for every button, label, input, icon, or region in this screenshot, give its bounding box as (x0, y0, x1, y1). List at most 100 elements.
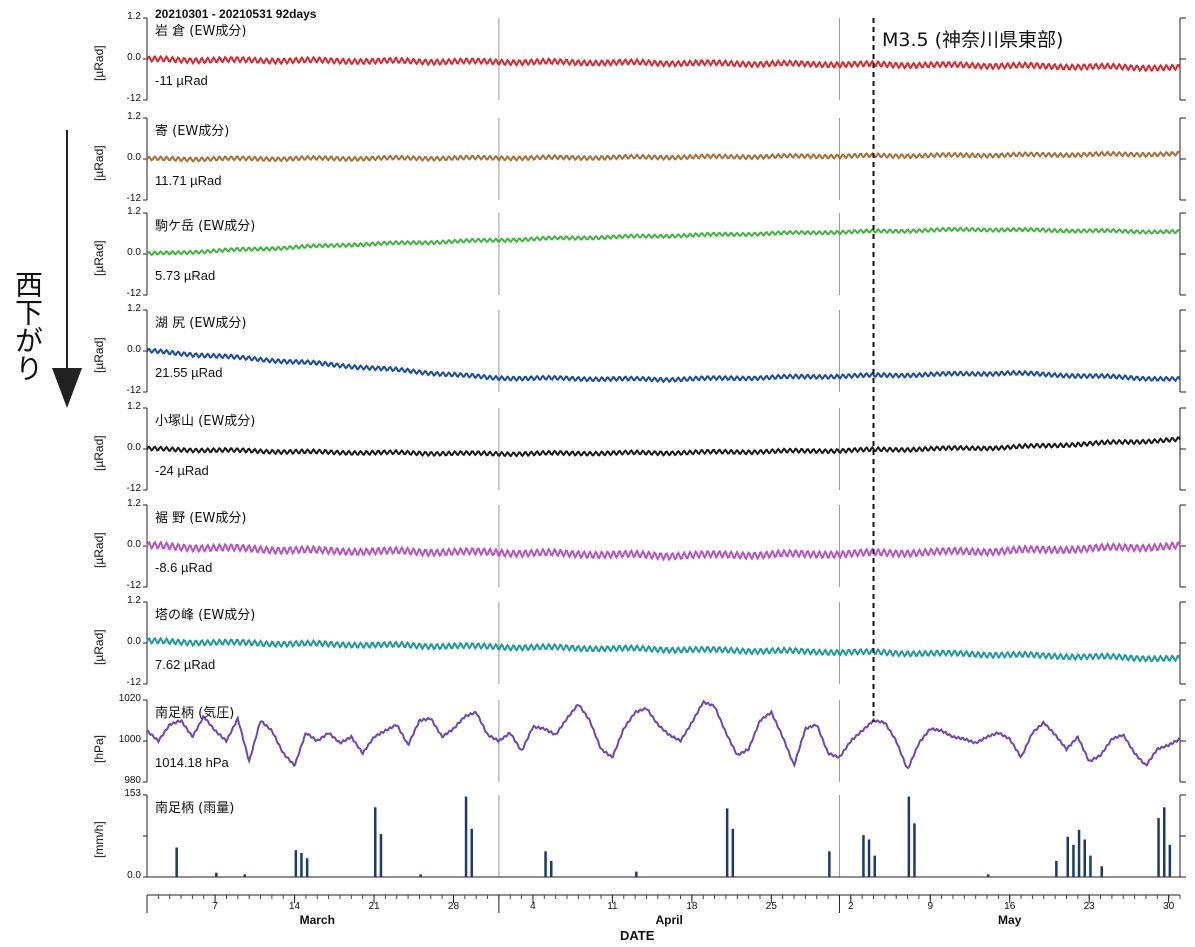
y-axis-label: [mm/h] (92, 821, 106, 858)
rain-bar (1083, 839, 1086, 877)
panel-title: 駒ケ岳 (EW成分) (155, 219, 256, 234)
rain-bar (873, 855, 876, 877)
y-tick-label: 980 (124, 775, 141, 786)
y-axis-label: [µRad] (92, 45, 106, 81)
x-tick-label: 9 (927, 901, 934, 912)
y-tick-label: 1.2 (127, 595, 141, 606)
rain-bar (243, 874, 246, 877)
y-tick-label: 0.0 (127, 247, 141, 258)
rain-bar (544, 851, 547, 877)
y-tick-label: 1.2 (127, 303, 141, 314)
y-tick-label: -12 (126, 93, 141, 104)
y-tick-label: 1.2 (127, 401, 141, 412)
rain-bar (175, 847, 178, 877)
rain-bar (1066, 836, 1069, 877)
x-tick-label: 21 (368, 901, 380, 912)
rain-bar (907, 796, 911, 877)
panel-5 (143, 407, 1186, 491)
y-tick-label: -12 (126, 483, 141, 494)
y-tick-label: 1.2 (127, 206, 141, 217)
panel-value: -11 µRad (155, 73, 208, 88)
month-label: May (998, 913, 1022, 927)
x-tick-label: 18 (686, 901, 698, 912)
side-label: 西下がり (11, 270, 44, 382)
rain-bar (731, 828, 735, 877)
y-tick-label: 0.0 (127, 870, 141, 881)
series-line (147, 699, 1181, 770)
rain-bar (1072, 844, 1075, 877)
month-label: April (655, 913, 683, 927)
y-tick-label: -12 (126, 193, 141, 204)
panel-value: -8.6 µRad (155, 560, 213, 575)
x-tick-label: 11 (607, 901, 618, 912)
rain-bar (550, 860, 553, 877)
rain-bar (987, 874, 990, 877)
y-axis-label: [µRad] (92, 240, 106, 276)
series-line (146, 150, 1181, 163)
y-tick-label: 153 (124, 788, 141, 799)
y-tick-label: 1.2 (127, 498, 141, 509)
panel-4 (143, 309, 1186, 393)
rain-bar (913, 823, 916, 877)
x-tick-label: 14 (289, 901, 301, 912)
rain-bar (419, 874, 422, 877)
x-tick-label: 16 (1004, 901, 1016, 912)
x-tick-label: 23 (1083, 901, 1095, 912)
rain-bar (725, 808, 729, 877)
series-line (146, 54, 1181, 73)
y-tick-label: 0.0 (127, 344, 141, 355)
panel-title: 南足柄 (雨量) (155, 801, 235, 816)
panel-value: 1014.18 hPa (155, 755, 229, 770)
panel-title: 塔の峰 (EW成分) (155, 608, 256, 623)
y-axis-label: [µRad] (92, 532, 106, 568)
x-tick-label: 25 (765, 901, 777, 912)
rain-bar (828, 851, 831, 877)
panel-title: 裾 野 (EW成分) (155, 511, 247, 526)
rain-bar (1055, 860, 1058, 877)
series-line (146, 347, 1181, 384)
y-axis-label: [µRad] (92, 337, 106, 373)
direction-arrow-head (52, 368, 82, 408)
y-tick-label: -12 (126, 677, 141, 688)
rain-bar (215, 872, 218, 877)
y-tick-label: -12 (126, 288, 141, 299)
series-line (146, 226, 1181, 257)
panel-title: 南足柄 (気圧) (155, 706, 235, 721)
panel-title: 寄 (EW成分) (155, 124, 230, 139)
panel-title: 小塚山 (EW成分) (155, 414, 256, 429)
rain-bar (1157, 818, 1160, 877)
rain-bar (1100, 866, 1103, 877)
rain-bar (1168, 844, 1172, 877)
y-axis-label: [µRad] (92, 145, 106, 181)
y-tick-label: 1000 (118, 734, 141, 745)
rain-bar (470, 828, 473, 877)
panel-7 (143, 601, 1186, 685)
rain-bar (635, 871, 638, 877)
y-tick-label: 1020 (118, 693, 141, 704)
y-tick-label: 0.0 (127, 636, 141, 647)
y-tick-label: 0.0 (127, 539, 141, 550)
y-axis-label: [µRad] (92, 629, 106, 665)
rain-bar (1163, 807, 1166, 877)
x-tick-label: 4 (530, 901, 536, 912)
panel-value: 5.73 µRad (155, 268, 216, 283)
y-tick-label: 0.0 (127, 442, 141, 453)
y-tick-label: 0.0 (127, 152, 141, 163)
y-tick-label: 1.2 (127, 111, 141, 122)
panel-value: -24 µRad (155, 463, 209, 478)
y-axis-label: [µRad] (92, 435, 106, 471)
panel-title: 湖 尻 (EW成分) (155, 316, 247, 331)
rain-bar (305, 858, 309, 877)
rain-bar (379, 834, 383, 877)
y-tick-label: -12 (126, 580, 141, 591)
chart-header: 20210301 - 20210531 92days (155, 7, 317, 21)
y-tick-label: 0.0 (127, 52, 141, 63)
panel-3 (143, 212, 1186, 296)
panel-1 (143, 17, 1186, 101)
month-label: March (299, 913, 335, 927)
x-axis-label: DATE (620, 928, 655, 943)
rain-bar (1077, 829, 1081, 877)
rain-bar (300, 852, 303, 877)
rain-bar (464, 796, 468, 877)
